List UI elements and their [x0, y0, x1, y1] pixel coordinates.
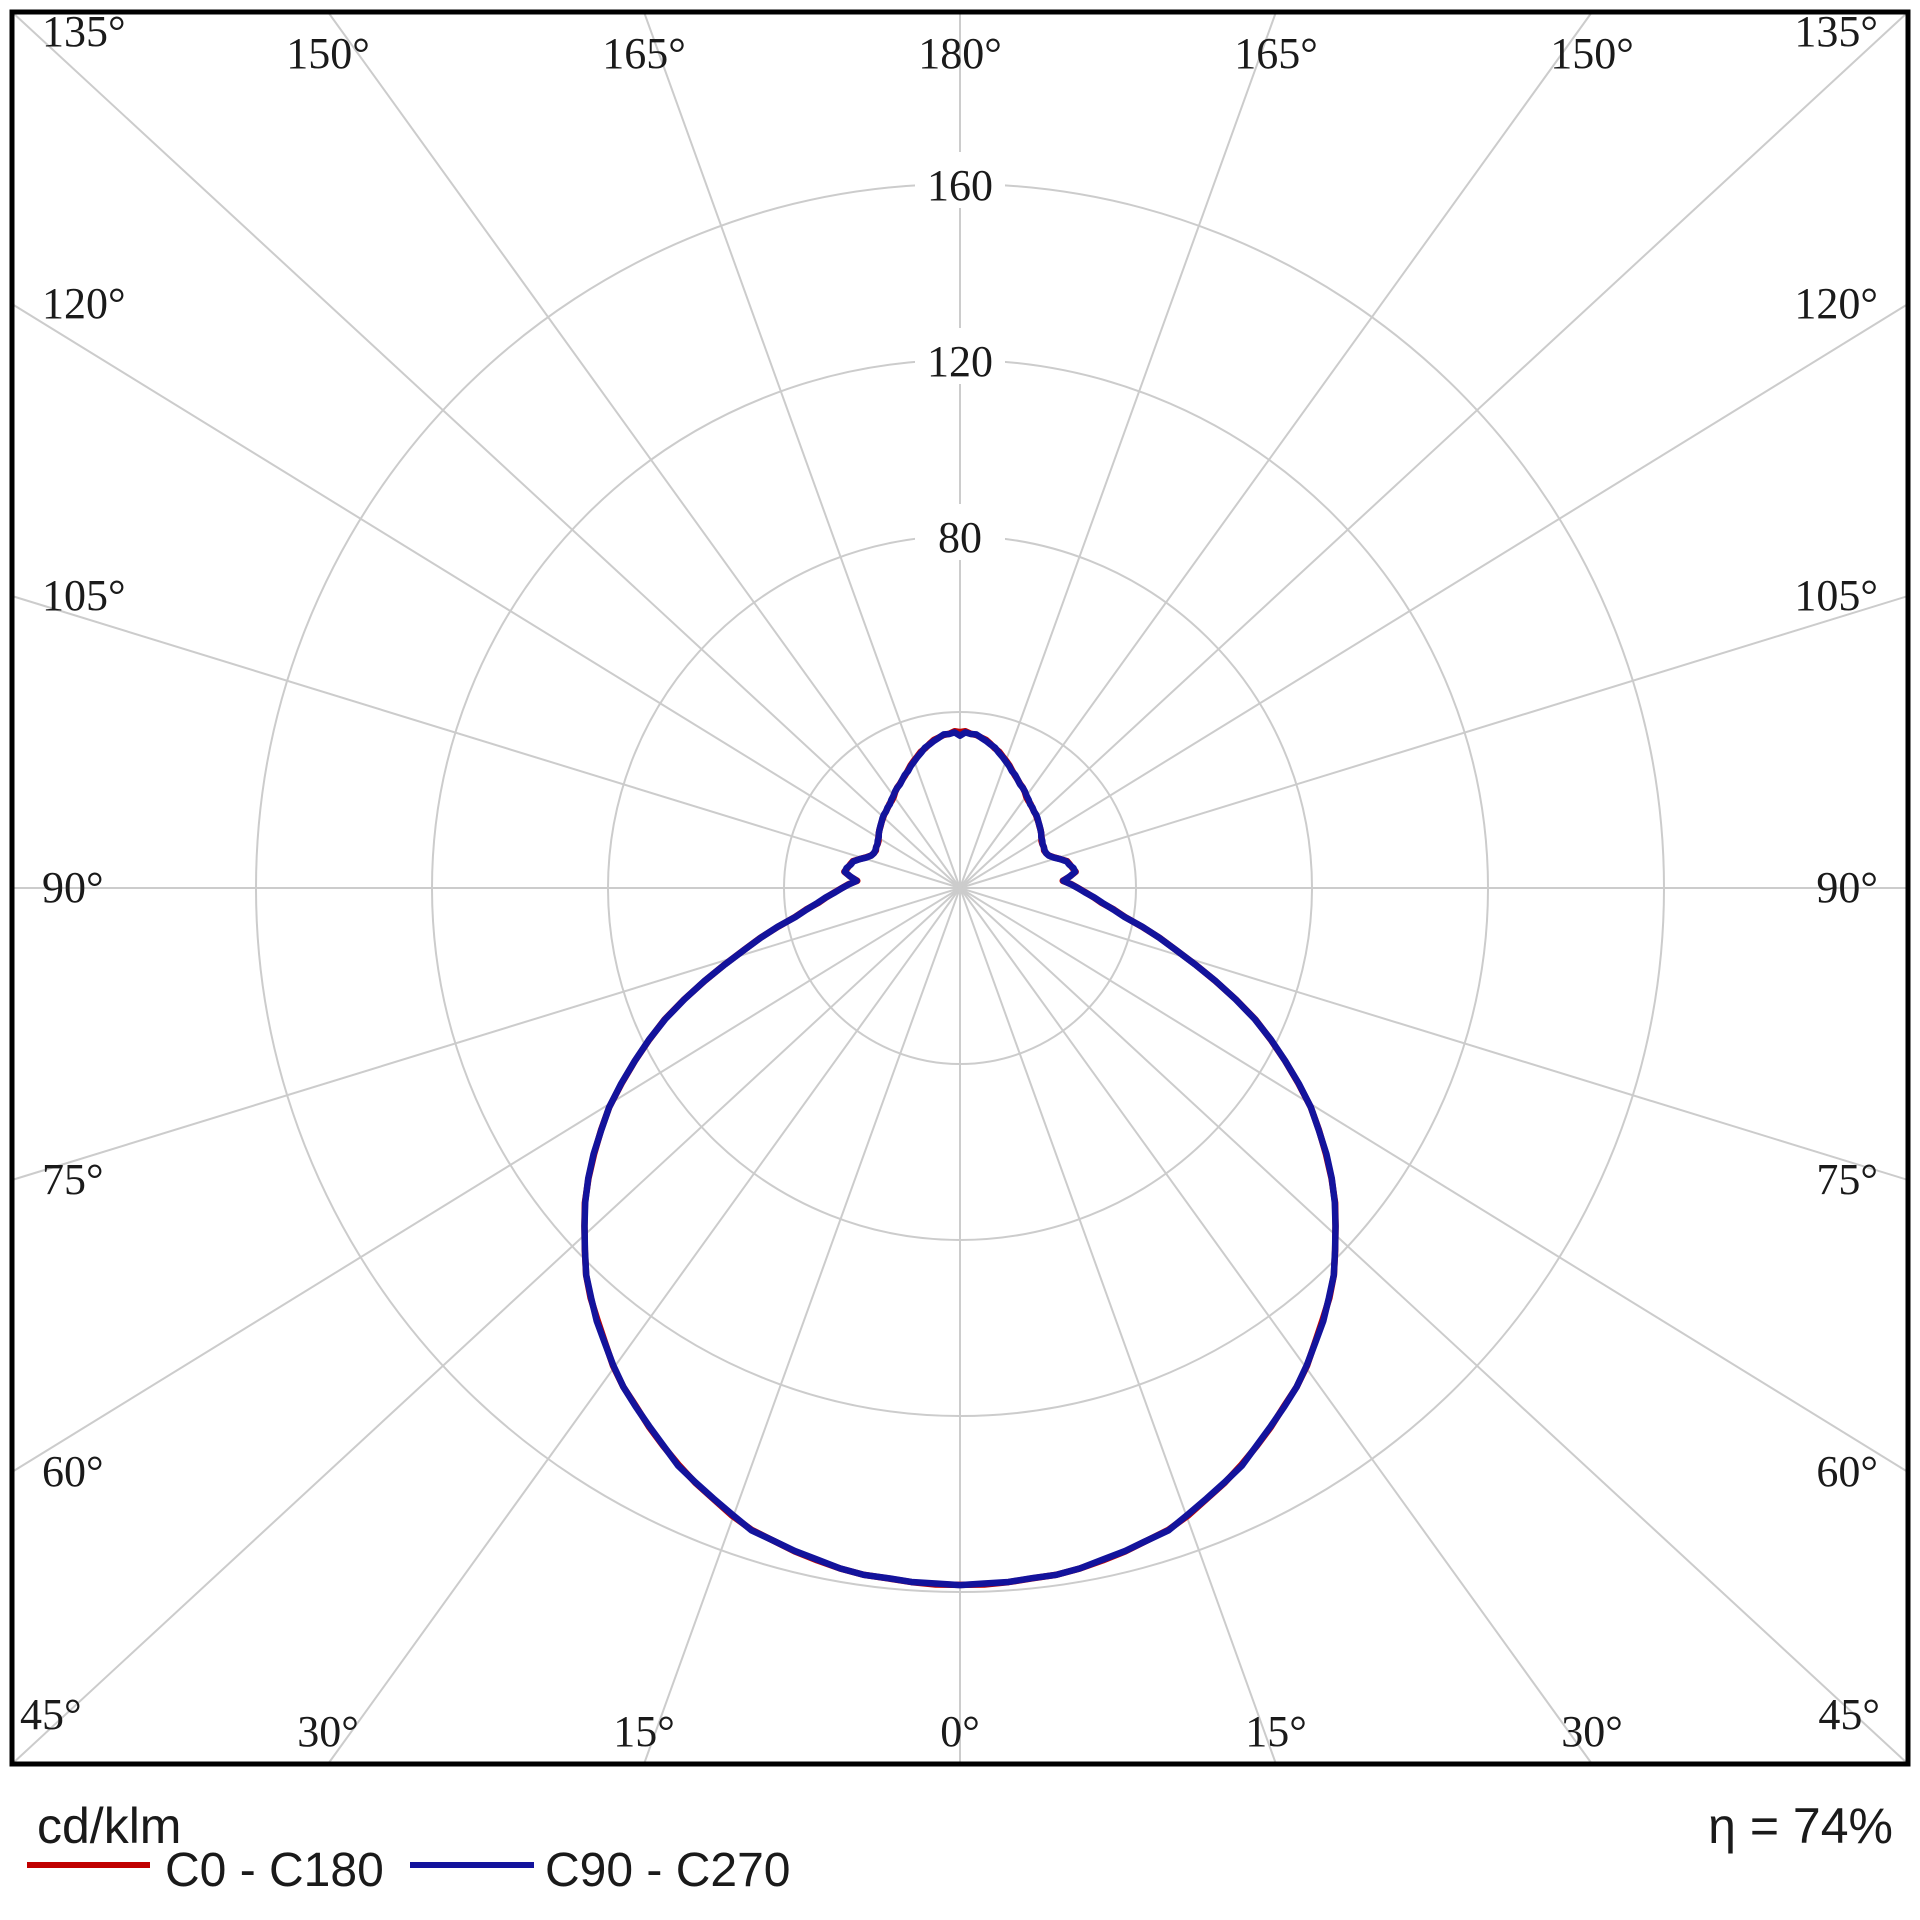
svg-text:η = 74%: η = 74% — [1708, 1798, 1893, 1854]
svg-text:15°: 15° — [1245, 1707, 1307, 1756]
svg-text:0°: 0° — [940, 1707, 980, 1756]
svg-text:45°: 45° — [1818, 1690, 1880, 1739]
svg-text:150°: 150° — [286, 29, 370, 78]
svg-text:120: 120 — [927, 337, 993, 386]
svg-text:165°: 165° — [602, 29, 686, 78]
svg-text:30°: 30° — [1561, 1707, 1623, 1756]
svg-text:160: 160 — [927, 161, 993, 210]
svg-text:150°: 150° — [1550, 29, 1634, 78]
svg-text:15°: 15° — [613, 1707, 675, 1756]
svg-text:30°: 30° — [297, 1707, 359, 1756]
svg-text:120°: 120° — [1794, 279, 1878, 328]
svg-text:80: 80 — [938, 513, 982, 562]
svg-text:cd/klm: cd/klm — [37, 1798, 181, 1854]
svg-text:45°: 45° — [20, 1690, 82, 1739]
svg-text:105°: 105° — [42, 571, 126, 620]
svg-text:120°: 120° — [42, 279, 126, 328]
svg-text:60°: 60° — [1816, 1447, 1878, 1496]
svg-text:C90 - C270: C90 - C270 — [545, 1844, 790, 1897]
svg-text:90°: 90° — [42, 863, 104, 912]
svg-text:90°: 90° — [1816, 863, 1878, 912]
svg-text:75°: 75° — [42, 1155, 104, 1204]
svg-text:60°: 60° — [42, 1447, 104, 1496]
svg-text:165°: 165° — [1234, 29, 1318, 78]
svg-text:105°: 105° — [1794, 571, 1878, 620]
svg-text:75°: 75° — [1816, 1155, 1878, 1204]
svg-text:C0 - C180: C0 - C180 — [165, 1844, 384, 1897]
svg-text:180°: 180° — [918, 29, 1002, 78]
